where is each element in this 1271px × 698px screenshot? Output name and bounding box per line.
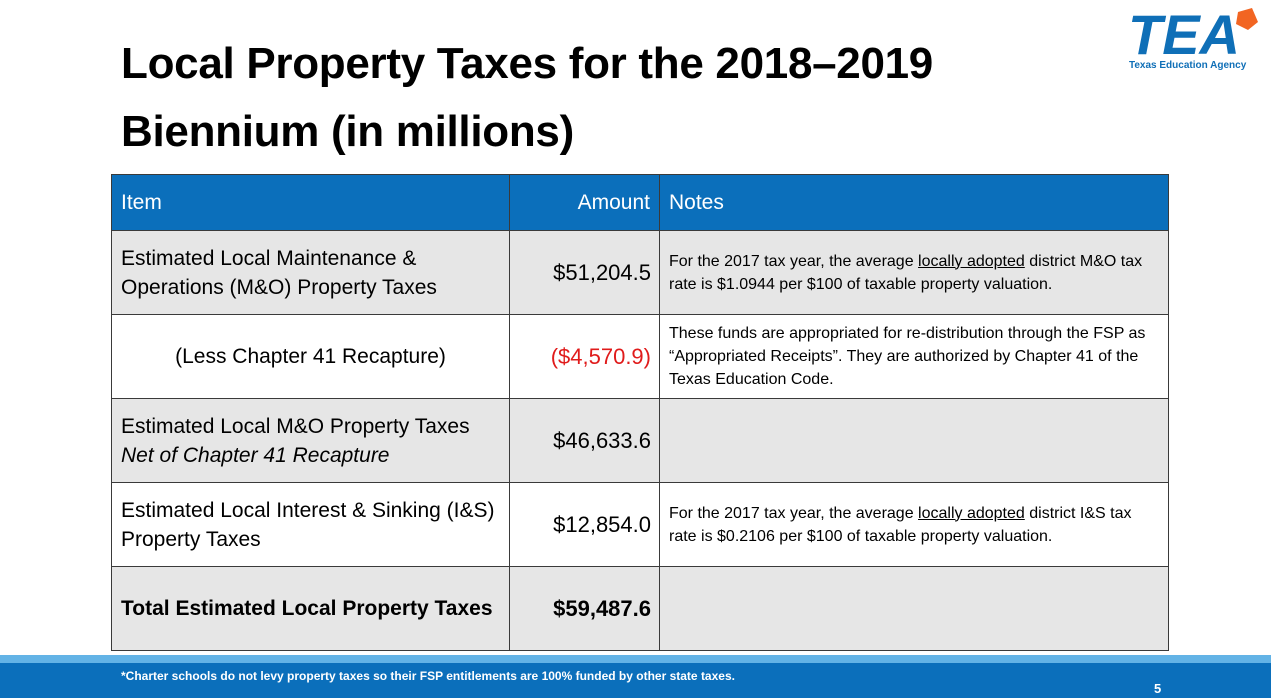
logo-subtitle: Texas Education Agency xyxy=(1129,60,1247,71)
page-number: 5 xyxy=(1154,681,1162,696)
notes-underlined: locally adopted xyxy=(918,252,1025,270)
row-item: Total Estimated Local Property Taxes xyxy=(111,566,510,651)
row-notes: These funds are appropriated for re-dist… xyxy=(659,314,1169,399)
row-item: Estimated Local Maintenance & Operations… xyxy=(111,230,510,315)
row-amount: $46,633.6 xyxy=(509,398,660,483)
tea-logo: TEA xyxy=(1124,4,1264,74)
footer-bar: *Charter schools do not levy property ta… xyxy=(0,663,1271,698)
table-row: Estimated Local M&O Property Taxes Net o… xyxy=(111,398,1169,483)
row-amount: $51,204.5 xyxy=(509,230,660,315)
row-notes: For the 2017 tax year, the average local… xyxy=(659,482,1169,567)
title-line-1: Local Property Taxes for the 2018–2019 xyxy=(121,39,933,88)
texas-star-icon xyxy=(1236,8,1258,30)
row-amount-negative: ($4,570.9) xyxy=(509,314,660,399)
notes-text: district M&O tax rate is $1.0944 per $10… xyxy=(669,252,1143,293)
footnote: *Charter schools do not levy property ta… xyxy=(121,669,735,683)
row-item: Estimated Local M&O Property Taxes Net o… xyxy=(111,398,510,483)
tea-logo-mark: TEA xyxy=(1128,4,1258,62)
header-notes: Notes xyxy=(659,174,1169,231)
page-title: Local Property Taxes for the 2018–2019 B… xyxy=(121,30,1081,166)
notes-text: For the 2017 tax year, the average xyxy=(669,252,919,270)
header-item: Item xyxy=(111,174,510,231)
row-amount: $59,487.6 xyxy=(509,566,660,651)
table-header-row: Item Amount Notes xyxy=(111,174,1169,231)
table-row-total: Total Estimated Local Property Taxes $59… xyxy=(111,566,1169,651)
row-notes xyxy=(659,398,1169,483)
tea-logo-text: TEA xyxy=(1128,4,1240,62)
footer-stripe xyxy=(0,655,1271,663)
notes-underlined: locally adopted xyxy=(918,504,1025,522)
row-notes xyxy=(659,566,1169,651)
notes-text: district I&S tax rate is $0.2106 per $10… xyxy=(669,504,1132,545)
row-amount: $12,854.0 xyxy=(509,482,660,567)
notes-text: For the 2017 tax year, the average xyxy=(669,504,919,522)
row-item-sublabel: Net of Chapter 41 Recapture xyxy=(121,443,390,467)
row-item-label: Estimated Local M&O Property Taxes xyxy=(121,414,470,438)
row-item: (Less Chapter 41 Recapture) xyxy=(111,314,510,399)
row-item: Estimated Local Interest & Sinking (I&S)… xyxy=(111,482,510,567)
table-row: (Less Chapter 41 Recapture) ($4,570.9) T… xyxy=(111,314,1169,399)
table-row: Estimated Local Maintenance & Operations… xyxy=(111,230,1169,315)
title-line-2: Biennium (in millions) xyxy=(121,107,574,156)
row-notes: For the 2017 tax year, the average local… xyxy=(659,230,1169,315)
table-row: Estimated Local Interest & Sinking (I&S)… xyxy=(111,482,1169,567)
tax-table: Item Amount Notes Estimated Local Mainte… xyxy=(111,174,1169,651)
header-amount: Amount xyxy=(509,174,660,231)
